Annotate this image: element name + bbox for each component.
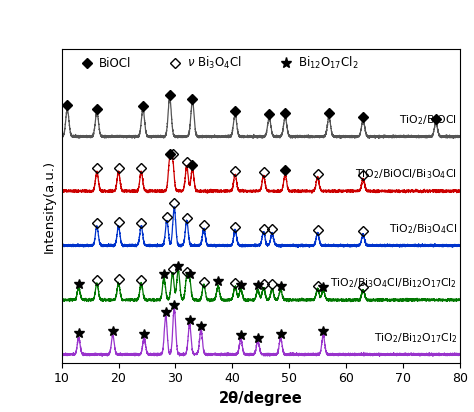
Y-axis label: Intensity(a.u.): Intensity(a.u.): [43, 159, 56, 253]
Text: TiO$_2$/Bi$_3$O$_4$Cl: TiO$_2$/Bi$_3$O$_4$Cl: [389, 222, 457, 236]
Text: Bi$_{12}$O$_{17}$Cl$_2$: Bi$_{12}$O$_{17}$Cl$_2$: [298, 55, 358, 71]
Text: BiOCl: BiOCl: [99, 56, 131, 70]
Text: TiO$_2$/BiOCl: TiO$_2$/BiOCl: [399, 113, 457, 127]
X-axis label: 2θ/degree: 2θ/degree: [219, 391, 302, 406]
Text: $\nu$ Bi$_3$O$_4$Cl: $\nu$ Bi$_3$O$_4$Cl: [187, 55, 241, 71]
Text: TiO$_2$/Bi$_{12}$O$_{17}$Cl$_2$: TiO$_2$/Bi$_{12}$O$_{17}$Cl$_2$: [374, 331, 457, 344]
Text: TiO$_2$/Bi$_3$O$_4$Cl/Bi$_{12}$O$_{17}$Cl$_2$: TiO$_2$/Bi$_3$O$_4$Cl/Bi$_{12}$O$_{17}$C…: [330, 276, 457, 290]
Text: TiO$_2$/BiOCl/Bi$_3$O$_4$Cl: TiO$_2$/BiOCl/Bi$_3$O$_4$Cl: [355, 167, 457, 181]
